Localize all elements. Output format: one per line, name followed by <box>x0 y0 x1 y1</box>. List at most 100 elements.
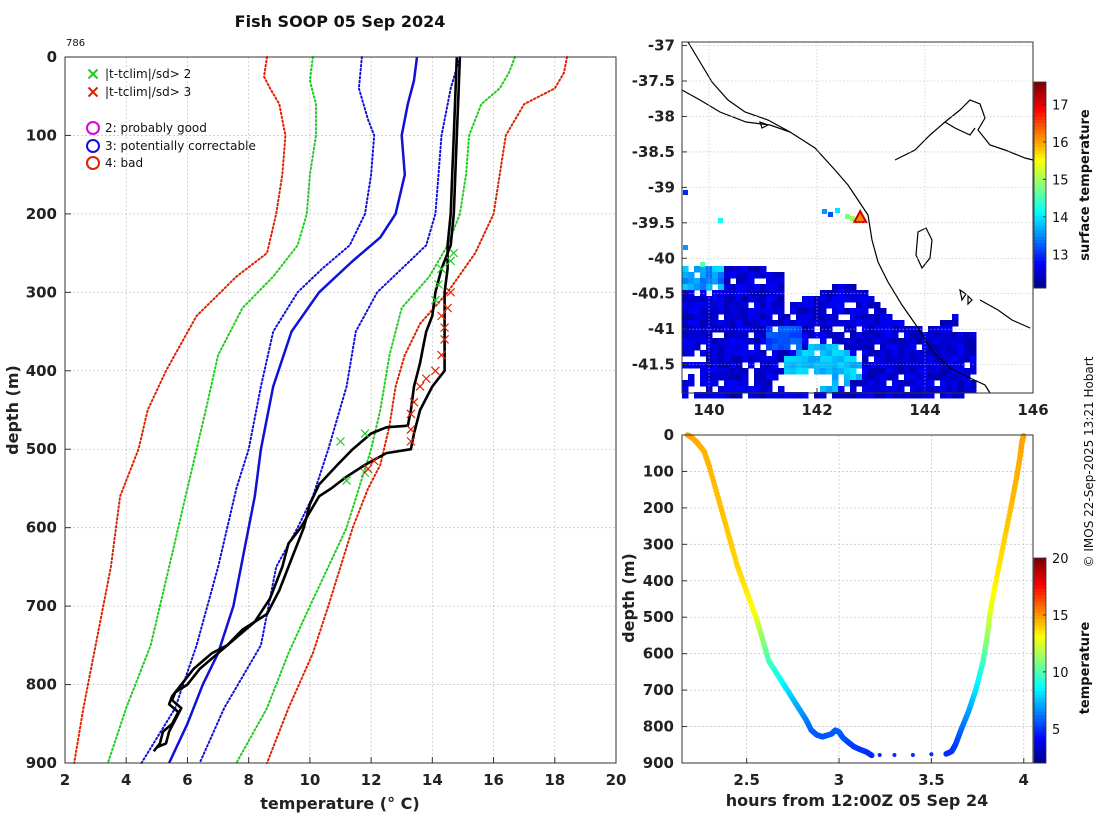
sst-cell <box>856 362 863 369</box>
x-tick-label: 14 <box>422 771 443 789</box>
flag-stroke <box>421 374 431 384</box>
sst-cell <box>736 272 743 279</box>
colorbar-segment <box>1034 85 1046 90</box>
sst-cell <box>946 374 953 381</box>
sst-cell <box>844 284 851 291</box>
sst-cell <box>700 374 707 381</box>
colorbar-segment <box>1034 732 1046 737</box>
colorbar-segment <box>1034 209 1046 213</box>
sst-cell <box>718 386 725 393</box>
sst-cell <box>796 326 803 333</box>
x-tick-label: 3 <box>834 771 844 789</box>
colorbar-tick-label: 16 <box>1052 136 1069 151</box>
sst-cell <box>838 302 845 309</box>
sst-cell <box>946 368 953 375</box>
sst-cell <box>880 314 887 321</box>
colorbar-segment <box>1034 226 1046 231</box>
sst-cell <box>736 284 743 291</box>
colorbar-segment <box>1034 708 1046 713</box>
sst-cell <box>790 332 797 339</box>
sst-cell <box>952 356 959 363</box>
sst-cell <box>958 344 965 351</box>
sst-cell <box>832 314 839 321</box>
sst-cell <box>712 314 719 321</box>
sst-cell <box>916 338 923 345</box>
sst-cell <box>832 296 839 303</box>
sst-cell <box>718 290 725 297</box>
sst-cell <box>790 368 797 375</box>
sst-cell <box>916 392 923 399</box>
colorbar-segment <box>1034 167 1046 172</box>
sst-cell <box>766 284 773 291</box>
sst-cell <box>712 272 719 279</box>
sst-cell <box>766 308 773 315</box>
colorbar-segment <box>1034 260 1046 265</box>
sst-cell <box>730 332 737 339</box>
sst-cell <box>940 356 947 363</box>
sst-cell <box>826 350 833 357</box>
legend-circle-icon <box>86 139 100 153</box>
flag-red-marker <box>406 425 416 435</box>
sst-cell <box>850 362 857 369</box>
sst-cell <box>838 338 845 345</box>
colorbar-segment <box>1034 742 1046 747</box>
colorbar-tick-label: 10 <box>1052 666 1069 681</box>
y-axis-label: depth (m) <box>3 365 22 455</box>
sst-cell <box>760 308 767 315</box>
sst-cell <box>850 380 857 387</box>
colorbar-segment <box>1034 143 1046 148</box>
sst-cell <box>922 350 929 357</box>
y-tick-label: 900 <box>26 754 57 772</box>
sst-cell <box>772 374 779 381</box>
sst-cell <box>934 350 941 357</box>
profile-count: 786 <box>66 38 85 49</box>
colorbar-segment <box>1034 722 1046 726</box>
sst-cell <box>766 272 773 279</box>
sst-cell <box>712 320 719 327</box>
colorbar-tick-label: 20 <box>1052 552 1069 567</box>
sst-cell <box>838 290 845 297</box>
sst-cell <box>946 350 953 357</box>
colorbar-segment <box>1034 711 1046 716</box>
sst-cell <box>880 374 887 381</box>
sst-cell <box>736 314 743 321</box>
sst-cell <box>760 314 767 321</box>
sst-cell <box>820 362 827 369</box>
sst-cell <box>754 266 761 273</box>
sst-cell <box>718 356 725 363</box>
sst-cell <box>880 350 887 357</box>
flag-stroke <box>437 350 446 360</box>
sst-cell <box>784 392 791 399</box>
flag-stroke <box>437 311 446 321</box>
sst-cell <box>838 368 845 375</box>
sst-cell <box>796 332 803 339</box>
sst-cell <box>712 350 719 357</box>
sst-cell <box>790 350 797 357</box>
trace-point <box>870 753 875 758</box>
sst-cell <box>958 368 965 375</box>
sst-cell <box>706 266 713 273</box>
sst-cell <box>868 314 875 321</box>
flag-red-marker <box>415 382 425 391</box>
sst-cell <box>940 320 947 327</box>
sst-cell <box>808 296 815 303</box>
sst-cell <box>940 386 947 393</box>
sst-cell <box>730 368 737 375</box>
sst-cell <box>730 290 737 297</box>
sst-cell <box>850 290 857 297</box>
sst-cell <box>826 320 833 327</box>
sst-cell <box>790 356 797 363</box>
sst-cell <box>856 290 863 297</box>
colorbar-segment <box>1034 660 1046 665</box>
sst-cell <box>730 284 737 291</box>
sst-cell <box>958 380 965 387</box>
sst-cell <box>748 392 755 399</box>
sst-cell <box>886 350 893 357</box>
sst-cell <box>700 350 707 357</box>
sst-cell <box>892 374 899 381</box>
y-tick-label: 700 <box>26 597 57 615</box>
map-x-tick-label: 146 <box>1017 401 1048 419</box>
sst-cell <box>826 296 833 303</box>
sst-cell <box>880 356 887 363</box>
sst-cell <box>844 362 851 369</box>
